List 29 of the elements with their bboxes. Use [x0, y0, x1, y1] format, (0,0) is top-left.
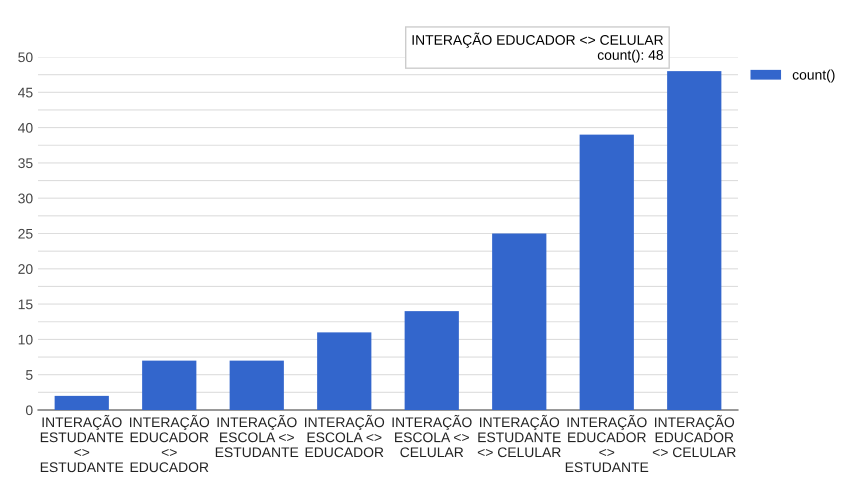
y-tick-label: 25	[18, 228, 33, 239]
bar	[54, 396, 109, 410]
bar	[404, 311, 459, 410]
x-tick-label: INTERAÇÃO ESTUDANTE <> ESTUDANTE	[40, 414, 124, 472]
x-tick-label: INTERAÇÃO EDUCADOR <> CELULAR	[652, 414, 736, 458]
bar	[317, 332, 372, 410]
y-tick-label: 35	[18, 158, 33, 168]
y-tick-label: 15	[18, 300, 33, 310]
y-tick-label: 20	[18, 264, 33, 274]
x-tick-label: INTERAÇÃO ESTUDANTE <> CELULAR	[478, 414, 561, 458]
y-tick-label: 0	[26, 405, 33, 416]
x-tick-label: INTERAÇÃO ESCOLA <> EDUCADOR	[305, 414, 384, 458]
y-tick-label: 10	[18, 334, 33, 345]
y-tick-label: 50	[18, 52, 33, 62]
x-tick-label: INTERAÇÃO ESCOLA <> CELULAR	[392, 414, 472, 458]
bar	[230, 360, 284, 410]
y-tick-label: 45	[18, 88, 33, 98]
x-tick-label: INTERAÇÃO ESCOLA <> ESTUDANTE	[216, 414, 298, 458]
bar	[580, 134, 634, 410]
y-tick-label: 40	[18, 122, 33, 133]
bar	[492, 234, 546, 410]
bar	[142, 360, 196, 410]
annotation: INTERAÇÃO EDUCADOR <> CELULAR count(): 48	[412, 32, 664, 63]
x-tick-label: INTERAÇÃO EDUCADOR <> EDUCADOR	[130, 414, 210, 472]
bar	[667, 71, 722, 410]
y-tick-label: 30	[18, 194, 33, 204]
legend-label: count()	[792, 70, 835, 82]
x-tick-label: INTERAÇÃO EDUCADOR <> ESTUDANTE	[566, 414, 648, 472]
y-tick-label: 5	[26, 370, 33, 380]
